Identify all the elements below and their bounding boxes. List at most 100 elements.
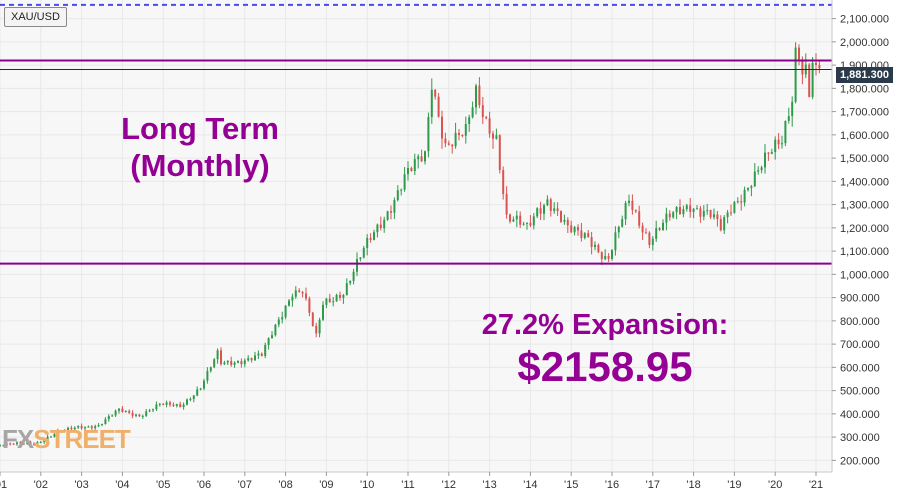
candle-body bbox=[182, 404, 185, 408]
candle-body bbox=[733, 202, 736, 213]
candle-body bbox=[155, 404, 158, 410]
candle-body bbox=[342, 295, 345, 298]
x-tick-label: '16 bbox=[605, 479, 619, 491]
horizontal-levels bbox=[0, 3, 832, 265]
candle-body bbox=[383, 219, 386, 229]
candle-body bbox=[216, 350, 219, 360]
candle-body bbox=[26, 442, 29, 444]
grid-lines bbox=[0, 0, 832, 472]
candle-body bbox=[730, 212, 732, 214]
candle-body bbox=[2, 445, 5, 447]
candle-body bbox=[9, 443, 12, 445]
candle-body bbox=[356, 259, 358, 272]
y-tick-label: 2,000.000 bbox=[840, 37, 889, 49]
candle-body bbox=[781, 143, 783, 145]
candle-body bbox=[318, 319, 321, 334]
candle-body bbox=[111, 415, 114, 417]
candle-body bbox=[682, 209, 685, 215]
candle-body bbox=[90, 426, 93, 429]
x-tick-label: '11 bbox=[401, 479, 415, 491]
candle-body bbox=[696, 208, 698, 210]
candle-body bbox=[515, 215, 518, 220]
chart-annotation-expansion: 27.2% Expansion: $2158.95 bbox=[430, 308, 780, 392]
candle-body bbox=[560, 211, 562, 222]
candle-body bbox=[420, 156, 423, 162]
candle-body bbox=[274, 324, 277, 336]
symbol-badge[interactable]: XAU/USD bbox=[4, 7, 67, 27]
candle-body bbox=[743, 189, 746, 203]
candle-body bbox=[808, 64, 811, 97]
candle-body bbox=[29, 442, 32, 444]
candle-body bbox=[277, 319, 280, 325]
candle-body bbox=[458, 132, 460, 136]
candle-body bbox=[478, 85, 481, 106]
candle-body bbox=[767, 152, 770, 154]
x-tick-label: '14 bbox=[523, 479, 537, 491]
candle-body bbox=[70, 427, 73, 430]
candle-body bbox=[322, 304, 324, 320]
candle-body bbox=[434, 89, 437, 97]
logo-street: STREET bbox=[33, 424, 131, 454]
candle-body bbox=[424, 151, 426, 162]
candle-body bbox=[332, 301, 335, 303]
candle-body bbox=[713, 214, 715, 218]
candle-body bbox=[641, 225, 644, 233]
candle-body bbox=[532, 216, 535, 226]
candle-body bbox=[403, 174, 406, 190]
candle-body bbox=[373, 232, 375, 240]
candle-body bbox=[67, 427, 69, 430]
x-tick-label: '15 bbox=[564, 479, 578, 491]
candle-body bbox=[369, 238, 372, 240]
candle-body bbox=[131, 412, 134, 416]
candle-body bbox=[665, 213, 668, 223]
candle-body bbox=[407, 168, 409, 175]
candle-body bbox=[570, 225, 573, 233]
y-tick-label: 1,100.000 bbox=[840, 246, 889, 258]
candle-body bbox=[488, 118, 491, 134]
candle-body bbox=[87, 426, 90, 428]
candle-body bbox=[709, 210, 712, 218]
candle-body bbox=[447, 143, 450, 145]
candle-body bbox=[206, 370, 209, 381]
candle-body bbox=[124, 410, 127, 412]
candle-body bbox=[56, 430, 59, 435]
candles bbox=[0, 42, 821, 447]
candle-body bbox=[97, 425, 100, 427]
candle-body bbox=[0, 445, 1, 447]
candle-body bbox=[706, 210, 709, 212]
candle-body bbox=[84, 427, 86, 429]
candle-body bbox=[580, 230, 583, 238]
candle-body bbox=[36, 442, 39, 444]
candle-body bbox=[63, 429, 66, 432]
candle-body bbox=[80, 426, 83, 429]
y-tick-label: 400.000 bbox=[840, 409, 880, 421]
candle-body bbox=[250, 358, 253, 361]
x-tick-label: '13 bbox=[482, 479, 496, 491]
candle-body bbox=[339, 294, 341, 298]
candle-body bbox=[43, 440, 46, 442]
candle-body bbox=[240, 361, 243, 365]
logo-fx: FX bbox=[2, 424, 34, 454]
candle-body bbox=[784, 120, 787, 144]
candle-body bbox=[53, 434, 56, 437]
candle-body bbox=[505, 194, 508, 215]
candle-body bbox=[631, 200, 634, 211]
candle-body bbox=[811, 62, 814, 97]
candle-body bbox=[791, 101, 794, 117]
candle-body bbox=[77, 426, 80, 428]
candle-body bbox=[481, 105, 484, 118]
y-tick-label: 600.000 bbox=[840, 362, 880, 374]
candle-body bbox=[22, 443, 25, 445]
candle-body bbox=[386, 211, 389, 220]
candle-body bbox=[359, 257, 362, 260]
candle-body bbox=[94, 426, 97, 429]
candle-body bbox=[345, 283, 348, 296]
candle-body bbox=[536, 208, 539, 217]
candle-body bbox=[529, 222, 532, 226]
candle-body bbox=[169, 402, 171, 405]
candle-body bbox=[114, 410, 117, 416]
candle-body bbox=[128, 410, 131, 413]
candle-body bbox=[328, 298, 331, 302]
candle-body bbox=[818, 65, 821, 69]
candle-body bbox=[522, 223, 525, 225]
